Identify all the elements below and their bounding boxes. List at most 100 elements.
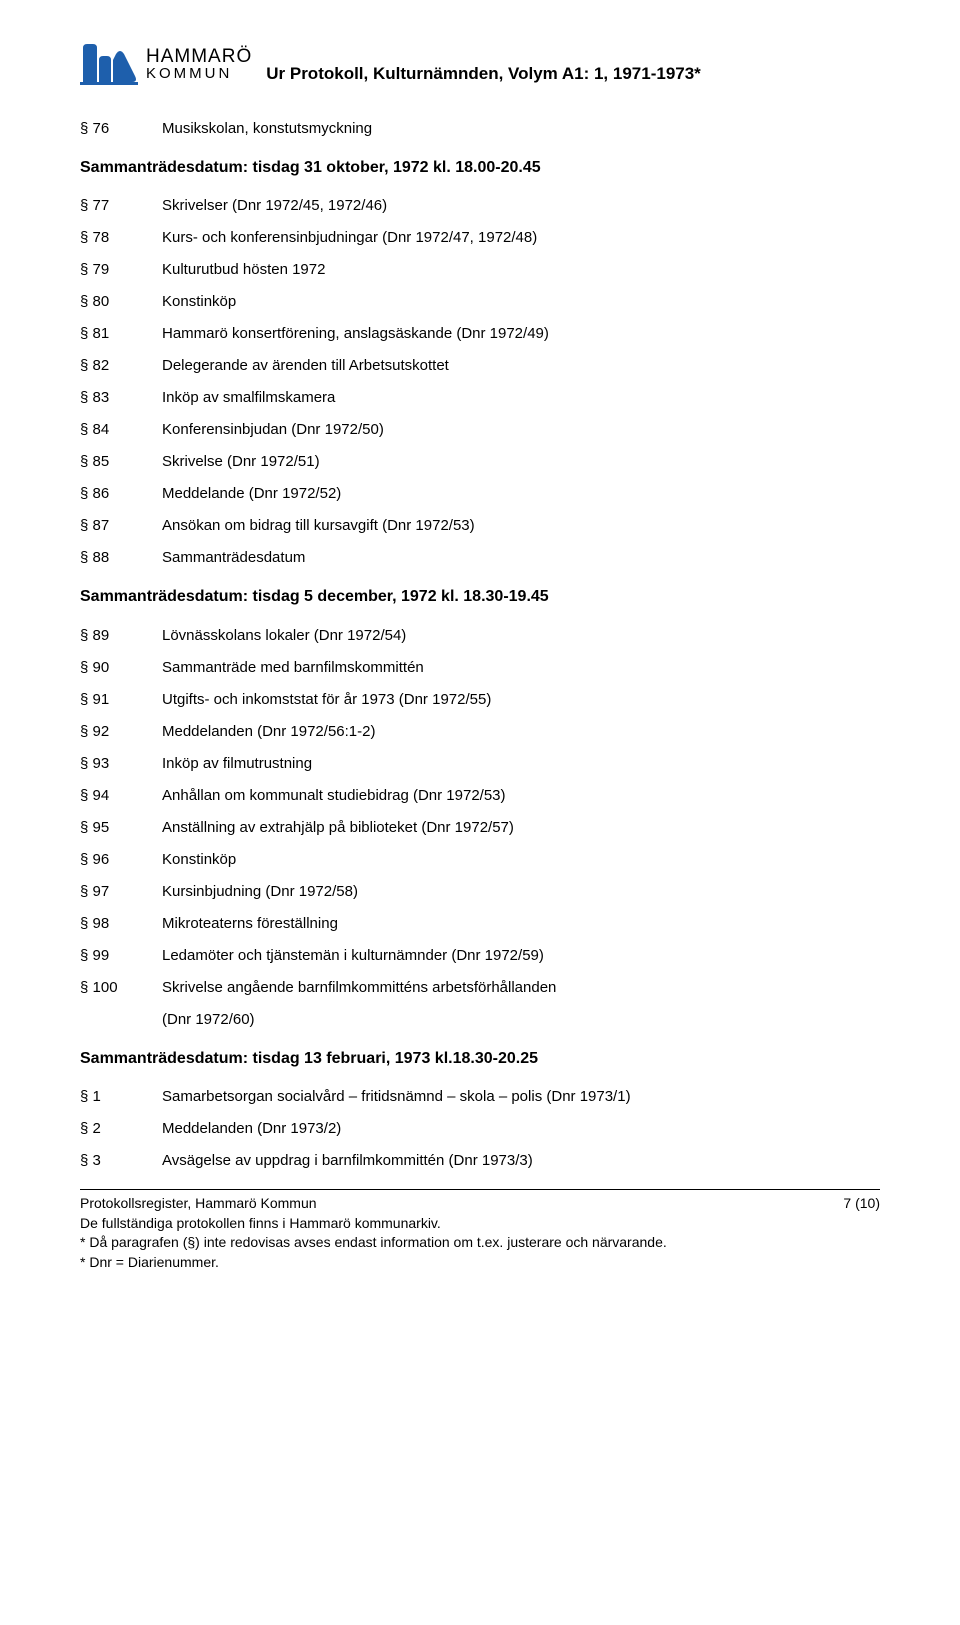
entry-row: § 99Ledamöter och tjänstemän i kulturnäm… [80, 945, 880, 966]
entry-row: § 89Lövnässkolans lokaler (Dnr 1972/54) [80, 625, 880, 646]
entry-row: § 81Hammarö konsertförening, anslagsäska… [80, 323, 880, 344]
entry-row: § 76Musikskolan, konstutsmyckning [80, 118, 880, 139]
paragraph-ref: § 81 [80, 323, 162, 344]
footer-line3: * Då paragrafen (§) inte redovisas avses… [80, 1233, 843, 1253]
paragraph-ref: § 93 [80, 753, 162, 774]
entry-text: Lövnässkolans lokaler (Dnr 1972/54) [162, 625, 880, 646]
entry-text: Skrivelse (Dnr 1972/51) [162, 451, 880, 472]
footer: Protokollsregister, Hammarö Kommun De fu… [80, 1194, 880, 1272]
footer-left: Protokollsregister, Hammarö Kommun De fu… [80, 1194, 843, 1272]
entry-row: § 98Mikroteaterns föreställning [80, 913, 880, 934]
paragraph-ref: § 80 [80, 291, 162, 312]
entry-text: Anhållan om kommunalt studiebidrag (Dnr … [162, 785, 880, 806]
entry-text: Mikroteaterns föreställning [162, 913, 880, 934]
entry-text: Konstinköp [162, 849, 880, 870]
paragraph-ref: § 98 [80, 913, 162, 934]
meeting-date-heading: Sammanträdesdatum: tisdag 31 oktober, 19… [80, 157, 880, 179]
entry-row: § 87Ansökan om bidrag till kursavgift (D… [80, 515, 880, 536]
sections-container: § 76Musikskolan, konstutsmyckning Sammant… [80, 118, 880, 1171]
entry-text: Sammanträdesdatum [162, 547, 880, 568]
paragraph-ref: § 78 [80, 227, 162, 248]
entry-row: § 85Skrivelse (Dnr 1972/51) [80, 451, 880, 472]
footer-line1: Protokollsregister, Hammarö Kommun [80, 1194, 843, 1214]
paragraph-ref: § 86 [80, 483, 162, 504]
paragraph-ref: § 85 [80, 451, 162, 472]
entry-row: § 86Meddelande (Dnr 1972/52) [80, 483, 880, 504]
entry-row: § 88Sammanträdesdatum [80, 547, 880, 568]
document-title: Ur Protokoll, Kulturnämnden, Volym A1: 1… [266, 40, 701, 86]
paragraph-ref: § 90 [80, 657, 162, 678]
entry-text: Meddelanden (Dnr 1973/2) [162, 1118, 880, 1139]
entry-text: Musikskolan, konstutsmyckning [162, 118, 880, 139]
paragraph-ref: § 100 [80, 977, 162, 998]
entry-text: (Dnr 1972/60) [162, 1009, 880, 1030]
entry-row: § 97Kursinbjudning (Dnr 1972/58) [80, 881, 880, 902]
entry-row: § 77Skrivelser (Dnr 1972/45, 1972/46) [80, 195, 880, 216]
entry-text: Inköp av filmutrustning [162, 753, 880, 774]
entry-row: § 82Delegerande av ärenden till Arbetsut… [80, 355, 880, 376]
paragraph-ref: § 79 [80, 259, 162, 280]
entry-text: Utgifts- och inkomststat för år 1973 (Dn… [162, 689, 880, 710]
entry-row: (Dnr 1972/60) [80, 1009, 880, 1030]
entry-row: § 93Inköp av filmutrustning [80, 753, 880, 774]
paragraph-ref: § 2 [80, 1118, 162, 1139]
entry-text: Samarbetsorgan socialvård – fritidsnämnd… [162, 1086, 880, 1107]
entry-text: Ledamöter och tjänstemän i kulturnämnder… [162, 945, 880, 966]
hammaro-logo-icon [80, 40, 138, 88]
footer-line2: De fullständiga protokollen finns i Hamm… [80, 1214, 843, 1234]
paragraph-ref: § 83 [80, 387, 162, 408]
entry-row: § 2Meddelanden (Dnr 1973/2) [80, 1118, 880, 1139]
paragraph-ref: § 1 [80, 1086, 162, 1107]
entry-text: Sammanträde med barnfilmskommittén [162, 657, 880, 678]
entry-text: Konstinköp [162, 291, 880, 312]
entry-text: Kursinbjudning (Dnr 1972/58) [162, 881, 880, 902]
paragraph-ref [80, 1009, 162, 1030]
entry-row: § 83Inköp av smalfilmskamera [80, 387, 880, 408]
paragraph-ref: § 92 [80, 721, 162, 742]
entry-row: § 1Samarbetsorgan socialvård – fritidsnä… [80, 1086, 880, 1107]
paragraph-ref: § 84 [80, 419, 162, 440]
entry-text: Meddelande (Dnr 1972/52) [162, 483, 880, 504]
paragraph-ref: § 76 [80, 118, 162, 139]
logo-block: HAMMARÖ KOMMUN [80, 40, 252, 88]
entry-row: § 78Kurs- och konferensinbjudningar (Dnr… [80, 227, 880, 248]
entry-row: § 94Anhållan om kommunalt studiebidrag (… [80, 785, 880, 806]
entry-text: Konferensinbjudan (Dnr 1972/50) [162, 419, 880, 440]
paragraph-ref: § 97 [80, 881, 162, 902]
entry-text: Meddelanden (Dnr 1972/56:1-2) [162, 721, 880, 742]
entry-row: § 84Konferensinbjudan (Dnr 1972/50) [80, 419, 880, 440]
footer-divider [80, 1189, 880, 1190]
meeting-date-heading: Sammanträdesdatum: tisdag 13 februari, 1… [80, 1048, 880, 1070]
entry-row: § 91Utgifts- och inkomststat för år 1973… [80, 689, 880, 710]
entry-text: Kurs- och konferensinbjudningar (Dnr 197… [162, 227, 880, 248]
footer-page-number: 7 (10) [843, 1194, 880, 1272]
entry-row: § 100Skrivelse angående barnfilmkommitté… [80, 977, 880, 998]
entry-text: Skrivelser (Dnr 1972/45, 1972/46) [162, 195, 880, 216]
entry-row: § 96Konstinköp [80, 849, 880, 870]
header: HAMMARÖ KOMMUN Ur Protokoll, Kulturnämnd… [80, 40, 880, 88]
entry-row: § 95Anställning av extrahjälp på bibliot… [80, 817, 880, 838]
meeting-date-heading: Sammanträdesdatum: tisdag 5 december, 19… [80, 586, 880, 608]
paragraph-ref: § 87 [80, 515, 162, 536]
logo-text: HAMMARÖ KOMMUN [146, 47, 252, 81]
entry-text: Inköp av smalfilmskamera [162, 387, 880, 408]
footer-line4: * Dnr = Diarienummer. [80, 1253, 843, 1273]
paragraph-ref: § 77 [80, 195, 162, 216]
paragraph-ref: § 82 [80, 355, 162, 376]
entry-text: Skrivelse angående barnfilmkommitténs ar… [162, 977, 880, 998]
entry-row: § 80Konstinköp [80, 291, 880, 312]
entry-text: Hammarö konsertförening, anslagsäskande … [162, 323, 880, 344]
paragraph-ref: § 94 [80, 785, 162, 806]
paragraph-ref: § 91 [80, 689, 162, 710]
paragraph-ref: § 3 [80, 1150, 162, 1171]
paragraph-ref: § 96 [80, 849, 162, 870]
entry-text: Delegerande av ärenden till Arbetsutskot… [162, 355, 880, 376]
brand-top: HAMMARÖ [146, 47, 252, 66]
entry-row: § 92Meddelanden (Dnr 1972/56:1-2) [80, 721, 880, 742]
paragraph-ref: § 99 [80, 945, 162, 966]
paragraph-ref: § 95 [80, 817, 162, 838]
entry-row: § 3Avsägelse av uppdrag i barnfilmkommit… [80, 1150, 880, 1171]
entry-text: Anställning av extrahjälp på biblioteket… [162, 817, 880, 838]
entry-row: § 90Sammanträde med barnfilmskommittén [80, 657, 880, 678]
paragraph-ref: § 88 [80, 547, 162, 568]
